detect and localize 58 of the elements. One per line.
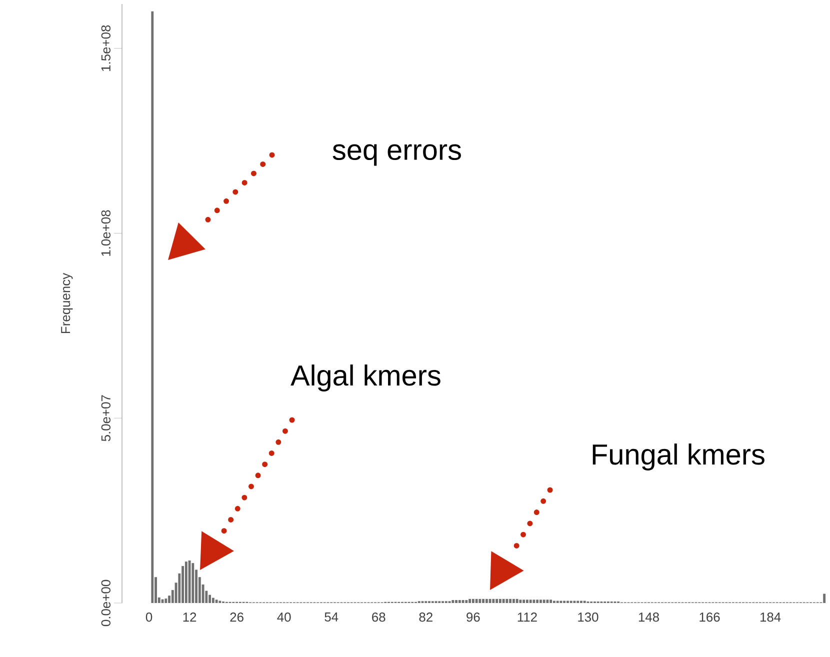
bar — [482, 598, 485, 603]
x-tick-label: 96 — [466, 612, 480, 622]
y-tick-label: 1.0e+08 — [101, 210, 110, 256]
bar — [452, 600, 454, 603]
bar — [542, 600, 546, 603]
bar — [502, 598, 505, 603]
y-axis-title: Frequency — [61, 272, 73, 334]
bar — [506, 598, 508, 603]
bar — [485, 598, 488, 603]
bar — [509, 598, 512, 603]
bar — [532, 600, 536, 603]
bar — [468, 598, 471, 603]
bar — [455, 600, 458, 603]
x-tick-label: 166 — [700, 612, 720, 622]
bar — [458, 600, 461, 603]
bar — [496, 598, 498, 603]
x-tick-label: 26 — [230, 612, 244, 622]
x-tick-label: 130 — [578, 612, 598, 622]
y-tick-label: 1.5e+08 — [101, 25, 110, 71]
bar — [539, 600, 542, 603]
bar — [550, 600, 552, 603]
bar — [465, 600, 468, 603]
bar — [519, 600, 522, 603]
x-tick-label: 0 — [146, 612, 152, 622]
annotation: seq errors — [332, 144, 461, 166]
bar — [536, 600, 539, 603]
bar — [522, 600, 526, 603]
x-tick-label: 68 — [372, 612, 386, 622]
annotation: Algal kmers — [290, 364, 440, 392]
x-tick-label: 112 — [518, 612, 537, 622]
bar — [526, 600, 528, 603]
bar — [192, 563, 194, 603]
bar — [546, 600, 549, 603]
bar — [488, 598, 492, 603]
x-tick-label: 82 — [419, 612, 432, 622]
bar — [475, 598, 478, 603]
y-tick-label: 0.0e+00 — [101, 580, 110, 626]
bar — [164, 598, 168, 603]
bar — [516, 598, 518, 603]
bar — [212, 598, 214, 603]
bar — [472, 598, 474, 603]
bar — [498, 598, 502, 603]
bar — [529, 600, 532, 603]
x-tick-label: 12 — [183, 612, 196, 622]
bar — [478, 598, 482, 603]
bar — [151, 11, 154, 603]
bar — [823, 594, 826, 603]
x-tick-label: 184 — [760, 612, 781, 622]
x-tick-label: 54 — [324, 612, 338, 622]
bar — [208, 594, 212, 603]
bar — [512, 598, 515, 603]
bar — [492, 598, 495, 603]
y-tick-label: 5.0e+07 — [101, 395, 110, 442]
bar — [215, 600, 218, 603]
annotation: Fungal kmers — [592, 444, 764, 470]
x-tick-label: 148 — [638, 612, 659, 622]
x-tick-label: 40 — [277, 612, 291, 622]
bar — [184, 562, 188, 603]
